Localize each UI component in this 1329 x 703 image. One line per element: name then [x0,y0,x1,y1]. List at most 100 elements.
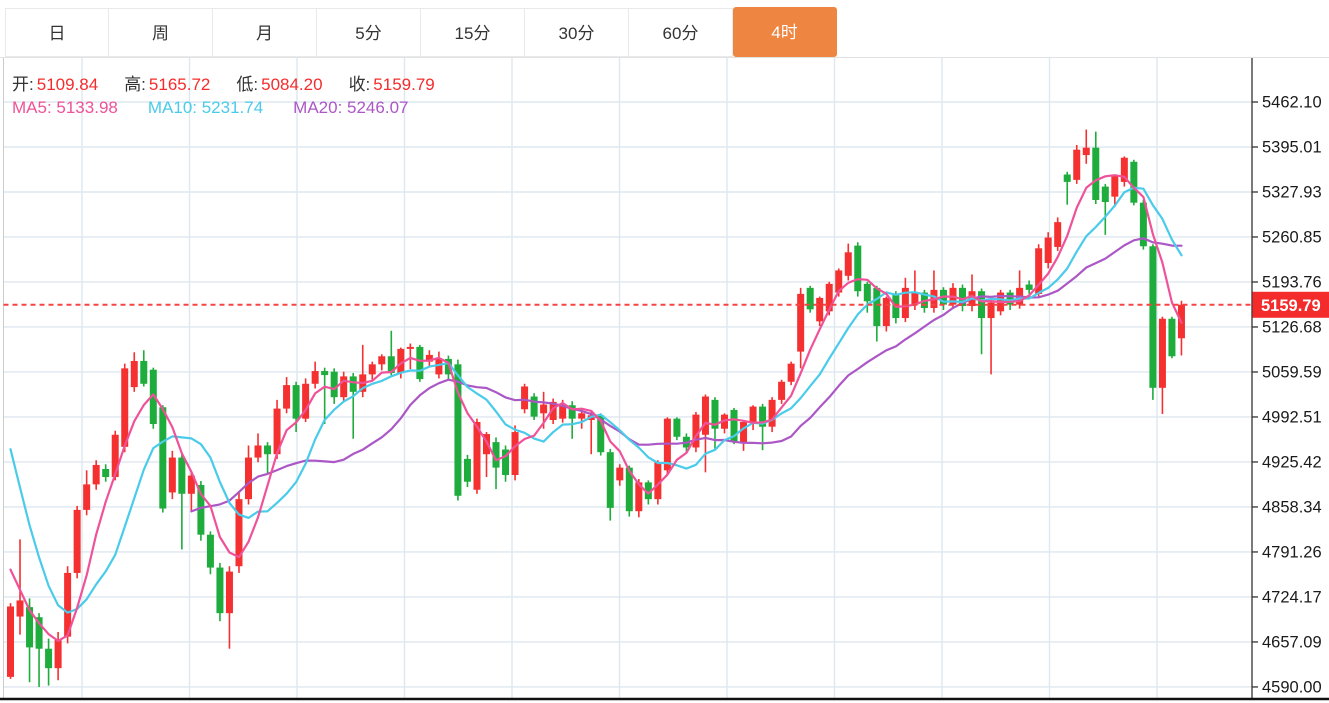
axis-tick-label: 4724.17 [1262,588,1322,606]
candle-up [1111,176,1119,197]
tab-15min[interactable]: 15分 [421,8,525,57]
candle-up [7,606,14,677]
axis-tick-label: 5395.01 [1262,139,1322,157]
tab-5min[interactable]: 5分 [317,8,421,57]
candle-down [140,360,148,384]
candle-down [978,291,986,319]
axis-tick-label: 5260.85 [1262,228,1322,246]
candle-up [92,464,100,485]
candle-up [559,405,567,419]
candle-up [225,571,233,614]
candle-down [597,415,605,453]
candle-down [330,371,338,398]
candle-up [1035,248,1043,294]
current-price-tag: 5159.79 [1252,291,1329,318]
candle-down [197,485,205,535]
axis-tick-label: 5462.10 [1262,94,1322,112]
candle-down [1168,318,1176,357]
axis-tick-label: 5193.76 [1262,273,1322,291]
candle-down [759,406,767,427]
ohlc-value: 5084.20 [261,75,323,94]
candle-up [825,283,833,312]
candle-up [540,404,548,414]
candle-down [492,442,500,468]
candle-down [1130,161,1138,203]
candle-down [292,385,300,419]
candle-up [721,414,728,429]
axis-tick-label: 4657.09 [1262,633,1322,651]
candle-down [1139,202,1147,247]
candle-up [130,360,138,388]
candle-up [302,383,310,419]
axis-tick-label: 4590.00 [1262,678,1322,696]
ohlc-label: 收: [348,75,371,94]
axis-tick-label: 5327.93 [1262,183,1322,201]
candle-up [787,363,795,382]
candle-up [406,346,414,349]
candle-down [216,567,224,614]
candle-up [483,434,490,455]
candle-up [1054,222,1062,247]
ohlc-value: 5165.72 [148,75,211,94]
tab-60min[interactable]: 60分 [629,8,733,57]
axis-tick-label: 4858.34 [1262,498,1322,516]
candle-up [749,406,757,423]
candle-down [1149,246,1157,388]
candle-up [616,467,624,481]
ma-legend-item: MA10: 5231.74 [147,98,264,117]
tab-30min[interactable]: 30分 [525,8,629,57]
candle-up [397,348,405,374]
candle-up [111,434,119,478]
candle-up [701,396,709,435]
candle-down [454,364,462,496]
axis-tick-label: 5126.68 [1262,318,1322,336]
candle-up [740,422,748,443]
candle-down [45,648,53,669]
candle-down [349,376,357,392]
axis-tick-label: 4925.42 [1262,453,1322,471]
candle-down [264,445,272,455]
candle-up [64,572,72,637]
candle-down [806,287,814,310]
candle-down [644,482,652,500]
candle-up [121,368,129,447]
candle-up [1073,149,1081,180]
candle-down [530,396,538,417]
timeframe-tab-bar: 日周月 5分 15分 30分 60分 4时 [0,0,1329,58]
candle-down [321,371,329,376]
candle-down [178,457,186,494]
candle-up [901,287,909,319]
ma20-line [190,237,1183,513]
candle-up [1044,237,1052,264]
candle-up [549,401,557,420]
candle-up [73,509,81,573]
candle-down [149,369,157,425]
tab-day[interactable]: 日 [5,8,109,57]
ohlc-label: 开: [12,75,34,94]
candle-up [521,386,529,410]
ma-legend-item: MA20: 5246.07 [293,98,409,117]
candle-up [245,457,252,500]
candle-up [168,457,176,493]
ma-legend-item: MA5: 5133.98 [12,98,118,117]
candle-up [425,354,433,362]
candle-up [283,385,291,409]
tab-month[interactable]: 月 [213,8,317,57]
candle-up [692,414,700,448]
candle-up [844,252,852,276]
ma-legend: MA5: 5133.98 MA10: 5231.74 MA20: 5246.07 [12,98,438,118]
candle-up [816,297,824,322]
ohlc-value: 5159.79 [373,75,435,94]
candle-down [35,617,43,649]
candle-down [625,467,633,512]
candle-down [959,287,966,306]
candle-up [635,482,643,512]
candle-up [378,356,386,365]
tab-week[interactable]: 周 [109,8,213,57]
candle-up [368,364,376,375]
tab-4hour[interactable]: 4时 [733,7,837,57]
candle-up [987,302,995,319]
candle-down [387,356,395,374]
candle-up [187,475,195,494]
